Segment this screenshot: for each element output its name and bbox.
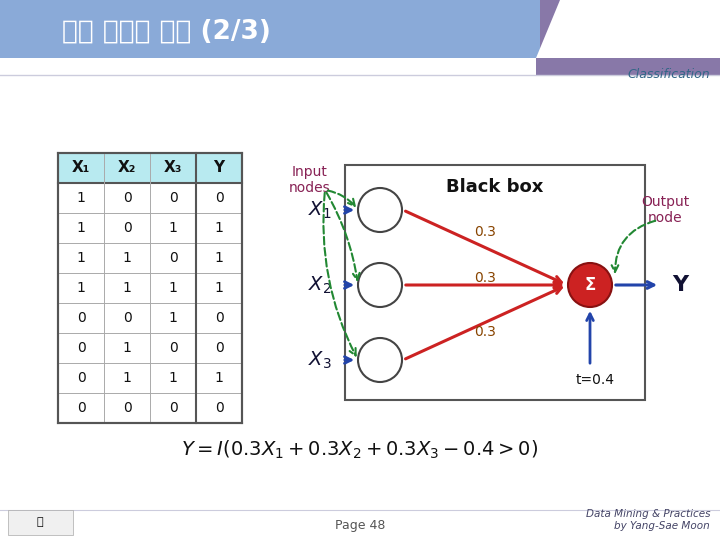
Text: 0: 0 (168, 341, 177, 355)
Text: 🎓: 🎓 (37, 517, 43, 527)
Text: 1: 1 (168, 311, 177, 325)
FancyArrowPatch shape (344, 356, 351, 363)
Text: Σ: Σ (585, 276, 595, 294)
Text: 1: 1 (215, 281, 223, 295)
Text: 1: 1 (168, 221, 177, 235)
Text: 0: 0 (215, 401, 223, 415)
Text: $X_2$: $X_2$ (308, 274, 332, 296)
FancyArrowPatch shape (405, 211, 562, 282)
Circle shape (358, 188, 402, 232)
Text: Page 48: Page 48 (335, 518, 385, 531)
Text: 0: 0 (215, 191, 223, 205)
Text: 1: 1 (76, 191, 86, 205)
Text: 1: 1 (76, 251, 86, 265)
Text: 0.3: 0.3 (474, 225, 496, 239)
FancyArrowPatch shape (612, 221, 655, 272)
FancyArrowPatch shape (616, 282, 654, 288)
FancyArrowPatch shape (344, 282, 351, 288)
Text: 0: 0 (215, 311, 223, 325)
Text: 0: 0 (76, 311, 86, 325)
Text: Y: Y (672, 275, 688, 295)
Text: 1: 1 (76, 281, 86, 295)
Bar (345, 165, 645, 400)
Text: 0: 0 (215, 341, 223, 355)
Text: 0: 0 (76, 371, 86, 385)
Text: 0.3: 0.3 (474, 271, 496, 285)
Text: 0: 0 (168, 191, 177, 205)
Text: 0: 0 (122, 221, 131, 235)
Text: 0: 0 (122, 191, 131, 205)
Bar (0, 0, 540, 58)
Bar (0, 0, 540, 58)
Text: 1: 1 (168, 371, 177, 385)
Text: 0: 0 (168, 401, 177, 415)
FancyArrowPatch shape (406, 282, 561, 288)
Text: Black box: Black box (446, 178, 544, 196)
Text: X₃: X₃ (163, 160, 182, 176)
FancyArrowPatch shape (344, 207, 351, 213)
FancyArrowPatch shape (405, 287, 562, 359)
Text: X₂: X₂ (118, 160, 136, 176)
Text: 1: 1 (122, 341, 132, 355)
Text: 0: 0 (76, 341, 86, 355)
Bar (0, 0, 536, 58)
Text: 0.3: 0.3 (474, 325, 496, 339)
Bar (536, 0, 720, 75)
Bar (8, 510, 73, 535)
Bar (0, 75, 720, 540)
Text: 0: 0 (122, 311, 131, 325)
Text: Classification: Classification (627, 68, 710, 81)
FancyArrowPatch shape (326, 192, 359, 280)
Text: 1: 1 (122, 371, 132, 385)
Bar (58, 153, 242, 423)
Text: 1: 1 (215, 371, 223, 385)
Text: 0: 0 (168, 251, 177, 265)
Text: 0: 0 (122, 401, 131, 415)
FancyArrowPatch shape (323, 193, 356, 355)
FancyArrowPatch shape (328, 191, 355, 206)
Polygon shape (536, 0, 720, 58)
Text: $Y = I(0.3X_1 + 0.3X_2 + 0.3X_3 - 0.4 > 0)$: $Y = I(0.3X_1 + 0.3X_2 + 0.3X_3 - 0.4 > … (181, 439, 539, 461)
Text: 1: 1 (215, 251, 223, 265)
Bar (58, 153, 242, 183)
FancyArrowPatch shape (587, 314, 593, 363)
Text: Input
nodes: Input nodes (289, 165, 331, 195)
Text: t=0.4: t=0.4 (575, 373, 614, 387)
Text: 1: 1 (168, 281, 177, 295)
Text: 인공 신경망 개념 (2/3): 인공 신경망 개념 (2/3) (62, 19, 271, 45)
Text: X₁: X₁ (72, 160, 90, 176)
Text: $X_1$: $X_1$ (308, 199, 332, 221)
Text: 1: 1 (122, 281, 132, 295)
Text: 1: 1 (76, 221, 86, 235)
Text: 0: 0 (76, 401, 86, 415)
Text: Data Mining & Practices
by Yang-Sae Moon: Data Mining & Practices by Yang-Sae Moon (585, 509, 710, 531)
Circle shape (358, 338, 402, 382)
Text: 1: 1 (215, 221, 223, 235)
Text: Output
node: Output node (641, 195, 689, 225)
Text: 1: 1 (122, 251, 132, 265)
Circle shape (568, 263, 612, 307)
Circle shape (358, 263, 402, 307)
Text: Y: Y (213, 160, 225, 176)
Text: $X_3$: $X_3$ (308, 349, 332, 370)
